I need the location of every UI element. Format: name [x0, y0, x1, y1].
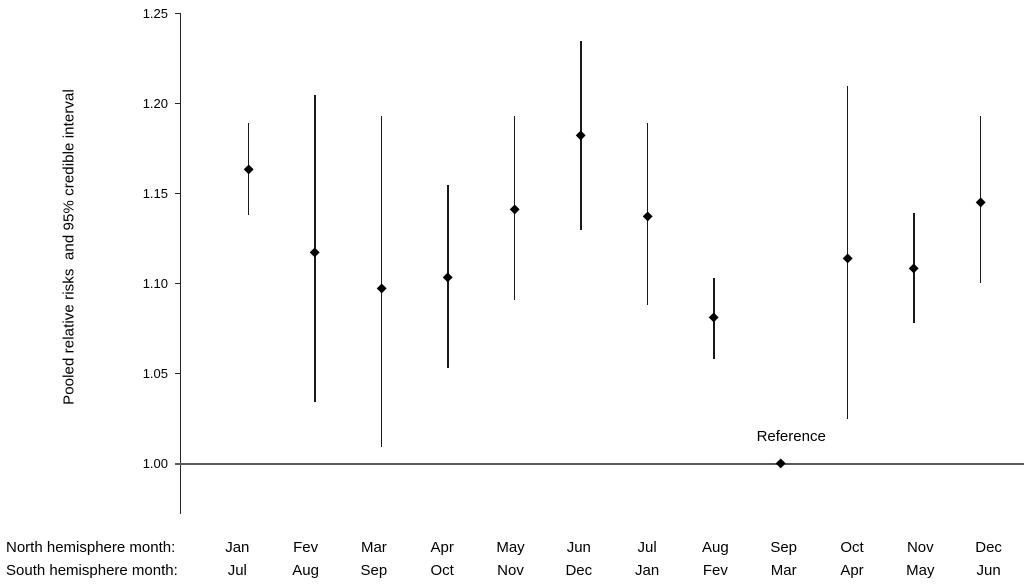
y-axis-tick-label: 1.10 [142, 276, 168, 291]
point-estimate-marker [775, 458, 786, 469]
y-axis-tick-label: 1.15 [142, 186, 168, 201]
point-estimate-marker [642, 211, 653, 223]
point-estimate-marker [309, 247, 321, 259]
y-axis-tick-label: 1.00 [142, 456, 168, 471]
month-label-south: Sep [360, 562, 388, 579]
month-label-north: Apr [430, 539, 454, 556]
y-axis-tick [174, 102, 181, 105]
y-axis-tick [174, 282, 181, 285]
month-label-north: Jan [225, 539, 250, 556]
y-axis-tick-label: 1.25 [142, 6, 168, 21]
month-label-south: Oct [430, 562, 454, 579]
month-label-south: May [906, 562, 935, 579]
reference-annotation: Reference [756, 428, 826, 445]
month-label-south: Jan [635, 562, 660, 579]
month-label-south: Jun [976, 562, 1001, 579]
point-estimate-marker [908, 263, 920, 275]
y-axis-tick [174, 12, 181, 15]
point-estimate-marker [975, 197, 986, 208]
month-label-north: Oct [840, 539, 864, 556]
point-estimate-marker [708, 312, 720, 323]
month-label-south: Fev [702, 562, 728, 579]
month-label-north: Mar [360, 539, 387, 556]
month-label-north: Nov [906, 539, 934, 556]
point-estimate-marker [842, 253, 853, 264]
y-axis-tick [174, 192, 181, 195]
month-label-south: Apr [840, 562, 864, 579]
month-label-south: Aug [292, 562, 319, 579]
y-axis-line [179, 13, 182, 514]
month-label-south: Jul [227, 562, 247, 579]
month-label-north: Jun [566, 539, 591, 556]
reference-line [175, 462, 1024, 465]
month-label-north: Fev [293, 539, 319, 556]
south-hemisphere-row-label: South hemisphere month: [6, 562, 178, 579]
month-label-north: Dec [975, 539, 1002, 556]
point-estimate-marker [509, 204, 520, 215]
point-estimate-marker [442, 272, 454, 284]
y-axis-tick-label: 1.05 [142, 366, 168, 381]
point-estimate-marker [575, 130, 587, 142]
point-estimate-marker [376, 283, 387, 295]
month-label-north: Sep [770, 539, 798, 556]
credible-interval-line [380, 116, 383, 448]
month-label-north: Aug [702, 539, 729, 556]
north-hemisphere-row-label: North hemisphere month: [6, 539, 176, 556]
point-estimate-marker [243, 164, 254, 176]
y-axis-tick-label: 1.20 [142, 96, 168, 111]
month-label-south: Mar [770, 562, 797, 579]
month-label-south: Dec [565, 562, 593, 579]
month-label-north: May [496, 539, 525, 556]
month-label-north: Jul [637, 539, 657, 556]
y-axis-tick [174, 372, 181, 375]
month-label-south: Nov [497, 562, 524, 579]
y-axis-title: Pooled relative risks and 95% credible i… [60, 89, 78, 405]
credible-interval-line [846, 85, 848, 419]
